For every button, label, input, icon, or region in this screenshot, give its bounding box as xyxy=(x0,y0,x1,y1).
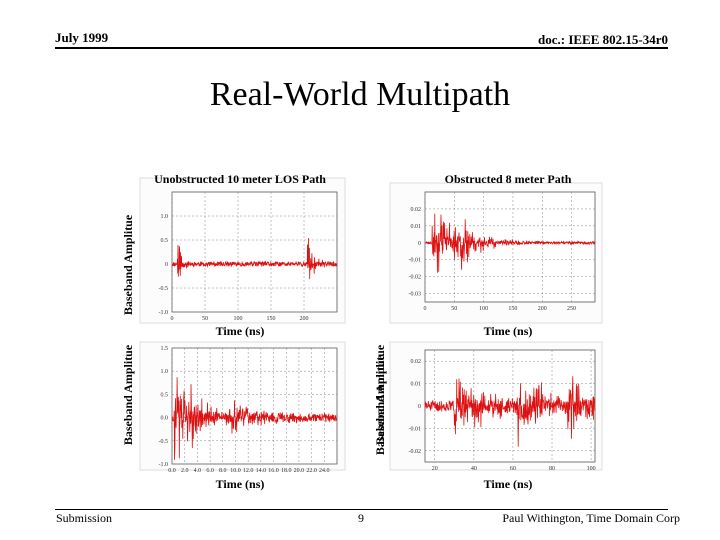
x-tick-label: 150 xyxy=(508,306,517,312)
y-tick-label: 0.5 xyxy=(161,392,169,398)
x-tick-label: 2.0 xyxy=(181,468,189,474)
slide-title: Real-World Multipath xyxy=(209,76,511,113)
x-tick-label: 24.0 xyxy=(319,468,330,474)
x-tick-label: 22.0 xyxy=(306,468,317,474)
x-tick-label: 100 xyxy=(479,306,488,312)
x-tick-label: 100 xyxy=(234,316,243,322)
y-axis-label: Baseband Amplitue xyxy=(121,344,135,445)
y-tick-label: 0.01 xyxy=(411,382,422,388)
plot-area xyxy=(171,191,338,313)
y-tick-label: -0.5 xyxy=(159,286,169,292)
footer-author: Paul Withington, Time Domain Corp xyxy=(502,511,680,525)
y-tick-label: -0.01 xyxy=(409,426,422,432)
x-tick-label: 50 xyxy=(202,316,208,322)
baseband-trace xyxy=(171,377,338,460)
plot-title: Obstructed 8 meter Path xyxy=(445,172,572,186)
baseband-trace xyxy=(171,237,338,280)
footer-rule xyxy=(55,509,668,510)
y-tick-label: 0.0 xyxy=(161,416,169,422)
x-tick-label: 150 xyxy=(267,316,276,322)
y-tick-label: 0 xyxy=(418,404,421,410)
x-tick-label: 0 xyxy=(171,316,174,322)
x-tick-label: 200 xyxy=(538,306,547,312)
baseband-trace xyxy=(424,213,596,273)
y-axis-label: Baseband Amplitue xyxy=(373,354,387,455)
baseband-trace xyxy=(424,376,596,447)
y-tick-label: 0 xyxy=(418,241,421,247)
x-tick-label: 60 xyxy=(510,466,516,472)
chart-obstructed-path: Obstructed 8 meter Path Baseband Amplitu… xyxy=(373,172,603,455)
y-axis-label: Baseband Amplitue xyxy=(121,214,135,315)
x-tick-label: 16.0 xyxy=(268,468,279,474)
y-tick-label: -0.01 xyxy=(409,258,422,264)
y-tick-label: -0.03 xyxy=(409,292,422,298)
x-tick-label: 20 xyxy=(432,466,438,472)
x-tick-label: 14.0 xyxy=(256,468,267,474)
x-tick-label: 4.0 xyxy=(194,468,202,474)
y-tick-label: -1.0 xyxy=(159,462,169,468)
chart-bottom-left: Baseband Amplitue Time (ns) 0.0 2.0 4.0 6.0… xyxy=(121,341,346,491)
header-date: July 1999 xyxy=(55,30,109,45)
header-doc-id: doc.: IEEE 802.15-34r0 xyxy=(538,32,668,47)
y-tick-label: -0.5 xyxy=(159,439,169,445)
y-tick-label: 1.0 xyxy=(161,214,169,220)
x-tick-label: 40 xyxy=(471,466,477,472)
x-tick-label: 50 xyxy=(451,306,457,312)
plot-area xyxy=(424,191,596,303)
y-tick-label: 0.01 xyxy=(411,224,422,230)
x-tick-label: 100 xyxy=(587,466,596,472)
x-tick-label: 80 xyxy=(549,466,555,472)
y-tick-label: 1.5 xyxy=(161,346,169,352)
chart-bottom-right: Baseband Amplitue Time (ns) 20 40 60 80 100 0… xyxy=(373,341,603,491)
y-tick-label: 0 xyxy=(165,262,168,268)
x-tick-label: 10.0 xyxy=(230,468,241,474)
y-axis-label: Baseband Amplitue xyxy=(373,344,387,445)
header-rule xyxy=(55,47,668,49)
plot-area xyxy=(171,347,338,465)
chart-unobstructed-los: Unobstructed 10 meter LOS Path Baseband … xyxy=(121,172,346,338)
x-tick-label: 0.0 xyxy=(168,468,176,474)
y-tick-label: -0.02 xyxy=(409,449,422,455)
plot-title: Unobstructed 10 meter LOS Path xyxy=(154,172,326,186)
x-tick-label: 200 xyxy=(300,316,309,322)
x-tick-label: 0 xyxy=(424,306,427,312)
y-tick-label: 0.02 xyxy=(411,207,422,213)
footer-page-number: 9 xyxy=(358,511,364,525)
footer-submission: Submission xyxy=(56,511,113,525)
x-tick-label: 8.0 xyxy=(219,468,227,474)
x-tick-label: 20.0 xyxy=(294,468,305,474)
x-axis-label: Time (ns) xyxy=(484,477,533,491)
x-axis-label: Time (ns) xyxy=(216,477,265,491)
x-tick-label: 12.0 xyxy=(243,468,254,474)
y-tick-label: -0.02 xyxy=(409,275,422,281)
x-tick-label: 6.0 xyxy=(206,468,214,474)
x-axis-label: Time (ns) xyxy=(484,324,533,338)
x-tick-label: 250 xyxy=(567,306,576,312)
y-tick-label: 1.0 xyxy=(161,369,169,375)
y-tick-label: 0.02 xyxy=(411,359,422,365)
x-tick-label: 18.0 xyxy=(281,468,292,474)
y-tick-label: -1.0 xyxy=(159,310,169,316)
x-axis-label: Time (ns) xyxy=(216,324,265,338)
y-tick-label: 0.5 xyxy=(161,238,169,244)
